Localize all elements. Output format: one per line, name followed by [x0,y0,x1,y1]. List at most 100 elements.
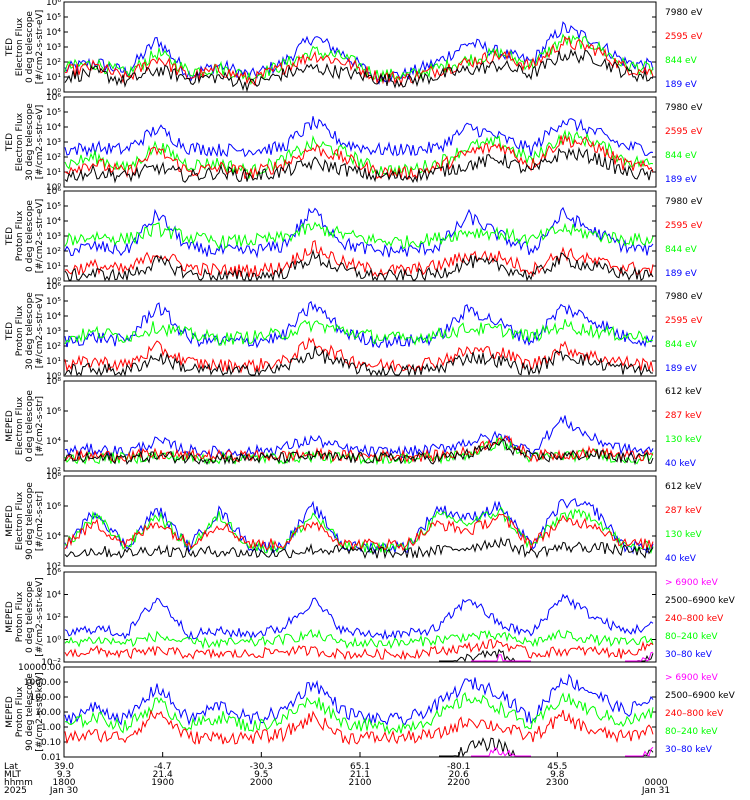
series-line-green [64,319,654,347]
y-axis-label: 0 deg telescope [25,390,35,462]
x-tick-label: 2100 [349,778,372,788]
series-line-red [64,336,654,374]
y-tick-label: 0.01 [41,753,61,763]
y-tick-label: 10⁶ [46,502,61,512]
y-axis-label: TED [5,322,15,341]
y-tick-label: 10⁰ [46,372,61,382]
y-axis-label: MEPED [5,696,15,728]
y-tick-label: 10³ [46,327,61,337]
y-axis-label: 0 deg telescope [25,581,35,653]
series-line-black [64,438,654,466]
legend-entry: 2595 eV [665,32,703,42]
series-line-green [64,435,654,466]
y-tick-label: 10² [46,342,61,352]
y-axis-label: 30 deg telescope [25,103,35,181]
y-tick-label: 10⁴ [46,28,61,38]
y-axis-label: TED [5,133,15,152]
y-axis-label: [#/cm2-s-str] [35,491,45,551]
legend-entry: 2500–6900 keV [665,596,736,606]
x-tick-label: 21.1 [350,770,370,780]
series-line-red [64,134,654,180]
legend-entry: 844 eV [665,245,698,255]
y-tick-label: 10⁴ [46,312,61,322]
x-tick-label: 9.8 [550,770,565,780]
y-tick-label: 10⁴ [46,532,61,542]
legend-entry: 287 keV [665,411,702,421]
y-tick-label: 10⁵ [46,297,61,307]
y-tick-label: 10¹ [46,357,61,367]
panel-frame [63,285,657,377]
legend-entry: 189 eV [665,364,698,374]
y-axis-label: [#/cm2-s-str-eV] [35,294,45,369]
legend-entry: 612 keV [665,482,702,492]
series-line-green [64,221,654,250]
y-axis-label: 0 deg telescope [25,11,35,83]
series-line-green [64,628,654,650]
y-tick-label: 10⁰ [46,277,61,287]
y-tick-label: 10⁴ [46,591,61,601]
series-line-blue [64,206,654,259]
x-tick-label: Jan 31 [641,786,670,796]
x-tick-label: 20.6 [449,770,469,780]
legend-entry: 130 keV [665,530,702,540]
legend-entry: 189 eV [665,80,698,90]
legend-entry: 240–800 keV [665,614,724,624]
x-tick-label: 2000 [250,778,273,788]
x-tick-label: 0000 [645,778,668,788]
legend-entry: > 6900 keV [665,673,719,683]
y-tick-label: 10² [46,562,61,572]
y-axis-label: 30 deg telescope [25,292,35,370]
y-axis-label: Proton Flux [15,591,25,642]
y-axis-label: Electron Flux [15,396,25,455]
x-tick-label: -4.7 [154,762,172,772]
series-line-blue [64,673,654,726]
y-axis-label: [#/cm2-s-str-keV] [35,672,45,751]
y-axis-label: [#/cm2-s-str-eV] [35,10,45,85]
x-tick-label: -80.1 [447,762,470,772]
y-tick-label: 10² [46,58,61,68]
y-tick-label: 10³ [46,138,61,148]
legend-entry: 130 keV [665,435,702,445]
legend-entry: 7980 eV [665,292,703,302]
series-line-red [64,36,654,87]
legend-entry: > 6900 keV [665,578,719,588]
series-line-blue [64,300,654,349]
y-axis-label: Electron Flux [15,491,25,550]
y-tick-label: 10⁵ [46,13,61,23]
y-tick-label: 10⁶ [46,93,61,103]
series-line-black [64,48,654,93]
y-axis-label: TED [5,227,15,246]
x-tick-label: 21.4 [153,770,173,780]
y-tick-label: 10² [46,153,61,163]
x-axis-row-label: 2025 [4,786,27,796]
y-tick-label: 10⁶ [46,282,61,292]
legend-entry: 2500–6900 keV [665,691,736,701]
x-axis-row-label: Lat [4,762,19,772]
series-line-blue [64,116,654,158]
x-tick-label: Jan 30 [49,786,78,796]
y-axis-label: 90 deg telescope [25,482,35,560]
legend-entry: 7980 eV [665,103,703,113]
y-axis-label: Electron Flux [15,112,25,171]
x-axis-row-label: hhmm [4,778,33,788]
y-tick-label: 10⁶ [46,187,61,197]
series-line-black [64,248,654,282]
y-tick-label: 0.10 [41,738,61,748]
legend-entry: 844 eV [665,56,698,66]
x-tick-label: 9.3 [57,770,71,780]
panel-frame [63,96,657,188]
y-axis-label: Proton Flux [15,686,25,737]
series-line-green [64,33,654,86]
y-tick-label: 10⁶ [46,407,61,417]
x-tick-label: 9.5 [254,770,268,780]
x-tick-label: 1800 [53,778,76,788]
y-axis-label: 90 deg telescope [25,673,35,751]
y-tick-label: 100.00 [30,693,62,703]
y-tick-label: 10⁴ [46,437,61,447]
y-axis-label: Electron Flux [15,17,25,76]
legend-entry: 189 eV [665,175,698,185]
series-line-blue [64,21,654,85]
series-line-blue [64,593,654,641]
series-line-black [64,345,653,377]
